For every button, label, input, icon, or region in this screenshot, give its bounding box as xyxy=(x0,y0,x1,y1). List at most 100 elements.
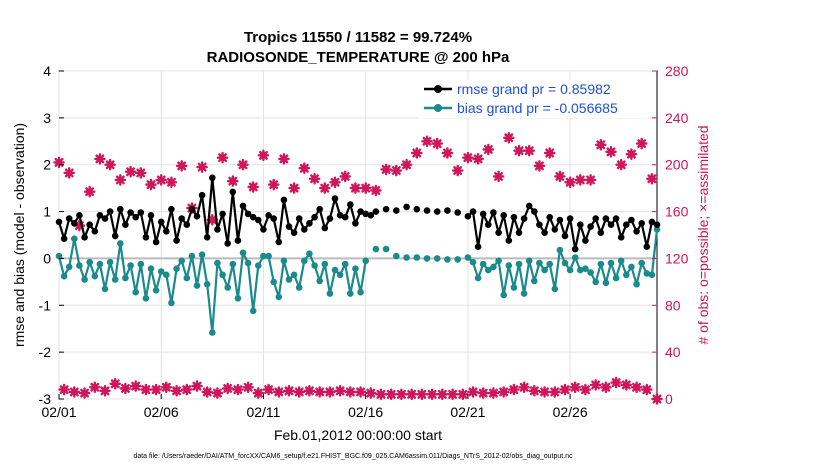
obs-count-marker xyxy=(370,184,382,197)
obs-count-marker xyxy=(175,160,188,172)
bias-point xyxy=(203,280,211,288)
rmse-point xyxy=(111,232,119,240)
bias-point xyxy=(607,259,615,267)
rmse-point xyxy=(81,234,88,241)
obs-count-marker xyxy=(365,387,377,399)
bias-point xyxy=(244,259,252,267)
obs-count-marker xyxy=(267,178,280,191)
rmse-point xyxy=(531,208,538,215)
rmse-point xyxy=(65,215,73,222)
rmse-point xyxy=(602,215,610,222)
obs-count-marker xyxy=(411,147,423,159)
obs-count-marker xyxy=(635,137,648,150)
y-right-tick-label: 80 xyxy=(665,297,681,313)
obs-count-marker xyxy=(477,387,489,399)
rmse-point xyxy=(490,209,497,216)
obs-count-marker xyxy=(421,135,433,148)
chart-title-line1: Tropics 11550 / 11582 = 99.724% xyxy=(244,29,472,46)
rmse-point xyxy=(341,213,349,221)
rmse-point xyxy=(234,237,242,244)
bias-point xyxy=(454,256,462,263)
bias-point xyxy=(336,271,344,279)
bias-point xyxy=(163,271,170,279)
rmse-point xyxy=(464,213,472,220)
bias-point xyxy=(168,299,175,307)
rmse-point xyxy=(280,196,288,204)
rmse-point xyxy=(117,205,124,213)
rmse-point xyxy=(643,243,651,250)
bias-point xyxy=(76,262,83,269)
rmse-point xyxy=(541,229,548,236)
obs-count-marker xyxy=(150,383,162,396)
obs-count-marker xyxy=(441,147,454,159)
bias-point xyxy=(219,271,226,279)
obs-count-marker xyxy=(462,151,474,164)
rmse-point xyxy=(152,238,160,246)
x-tick-label: 02/06 xyxy=(144,404,179,420)
bias-point xyxy=(122,274,129,282)
obs-count-marker xyxy=(584,174,597,186)
bias-point xyxy=(214,259,221,267)
rmse-point xyxy=(592,215,599,222)
bias-point xyxy=(321,260,329,268)
bias-point xyxy=(71,235,78,242)
obs-count-marker xyxy=(467,386,479,398)
bias-point xyxy=(413,254,421,261)
rmse-point xyxy=(347,201,354,208)
obs-count-marker xyxy=(400,158,413,171)
obs-count-marker xyxy=(487,387,500,399)
rmse-point xyxy=(147,212,155,219)
bias-point xyxy=(106,258,114,266)
obs-count-marker xyxy=(242,381,254,394)
bias-point xyxy=(500,291,508,299)
obs-count-marker xyxy=(109,378,121,390)
y-right-tick-label: 160 xyxy=(665,204,689,220)
bias-point xyxy=(301,257,308,265)
rmse-point xyxy=(331,195,339,202)
obs-count-marker xyxy=(135,167,147,179)
obs-count-marker xyxy=(559,383,571,396)
bias-point xyxy=(157,268,165,275)
y-left-tick-label: 0 xyxy=(43,250,51,266)
obs-count-marker xyxy=(119,382,132,395)
rmse-point xyxy=(306,220,313,227)
obs-count-marker xyxy=(334,385,346,397)
rmse-point xyxy=(76,212,83,219)
rmse-point xyxy=(71,220,78,227)
bias-point xyxy=(173,265,180,273)
obs-count-marker xyxy=(492,170,505,183)
obs-count-marker xyxy=(170,385,183,397)
legend-bias-marker xyxy=(434,104,442,112)
obs-count-marker xyxy=(508,383,520,396)
x-tick-label: 02/11 xyxy=(246,404,280,420)
obs-count-marker xyxy=(206,214,219,226)
rmse-point xyxy=(86,221,93,228)
bias-point xyxy=(117,240,124,247)
obs-count-marker xyxy=(298,162,311,174)
rmse-point xyxy=(224,240,231,247)
obs-count-marker xyxy=(165,176,178,189)
obs-count-marker xyxy=(181,383,193,396)
bias-point xyxy=(382,245,390,253)
obs-count-marker xyxy=(497,386,510,398)
bias-point xyxy=(515,260,523,268)
bias-point xyxy=(198,251,206,258)
bias-point xyxy=(260,252,267,260)
rmse-point xyxy=(254,216,262,224)
obs-count-marker xyxy=(554,170,566,183)
x-tick-label: 02/21 xyxy=(450,404,485,420)
bias-point xyxy=(270,278,278,286)
rmse-point xyxy=(582,237,589,244)
rmse-point xyxy=(495,229,502,236)
rmse-point xyxy=(653,221,661,228)
bias-point xyxy=(316,277,324,285)
rmse-point xyxy=(413,205,421,213)
obs-count-marker xyxy=(155,174,167,186)
obs-count-marker xyxy=(595,139,607,151)
obs-count-marker xyxy=(339,170,351,183)
obs-count-marker xyxy=(201,386,213,398)
rmse-point xyxy=(536,221,543,228)
obs-count-marker xyxy=(615,158,627,171)
bias-point xyxy=(86,258,93,266)
bias-point xyxy=(479,260,487,268)
